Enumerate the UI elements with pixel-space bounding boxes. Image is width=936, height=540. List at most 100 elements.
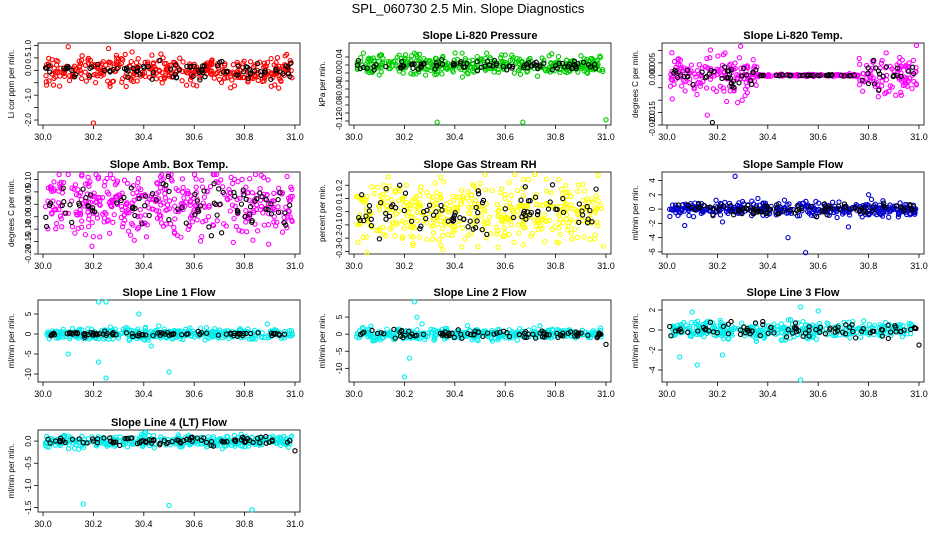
data-point — [135, 213, 141, 220]
data-point — [726, 68, 732, 74]
x-tick-label: 30.2 — [396, 389, 414, 399]
data-point — [445, 231, 451, 238]
y-axis-label: degrees C per min. — [631, 50, 640, 118]
data-point — [58, 216, 64, 222]
data-point — [213, 71, 219, 77]
data-point — [148, 343, 155, 349]
data-point — [898, 92, 904, 98]
data-point — [136, 195, 142, 202]
data-point — [78, 57, 85, 63]
data-point — [234, 207, 241, 214]
data-point — [415, 66, 421, 72]
y-tick-label: -2.0 — [24, 113, 33, 127]
data-point — [828, 72, 834, 79]
chart-panel: Slope Li-820 Temp.degrees C per min.30.0… — [631, 30, 928, 142]
data-point — [166, 198, 173, 204]
x-tick-label: 30.6 — [496, 132, 514, 142]
data-point — [160, 55, 166, 61]
data-point — [500, 61, 506, 67]
data-point — [250, 75, 256, 82]
y-tick-label: 0.0 — [335, 206, 344, 218]
x-tick-label: 30.2 — [396, 261, 414, 271]
data-point — [875, 68, 882, 74]
x-tick-label: 30.2 — [85, 261, 103, 271]
data-point — [129, 49, 135, 55]
x-tick-label: 30.4 — [135, 389, 153, 399]
data-point — [79, 75, 85, 82]
x-tick-label: 30.0 — [34, 261, 52, 271]
x-tick-label: 31.0 — [286, 389, 304, 399]
x-tick-label: 31.0 — [597, 261, 615, 271]
data-point — [459, 74, 466, 80]
data-point — [97, 234, 103, 240]
data-point — [249, 507, 255, 513]
y-tick-label: -10 — [335, 362, 344, 374]
data-point — [375, 184, 381, 191]
data-point — [79, 173, 85, 179]
y-tick-label: 5 — [24, 311, 33, 316]
data-point — [401, 202, 407, 209]
x-tick-label: 30.6 — [185, 132, 203, 142]
data-point — [484, 50, 490, 56]
y-tick-label: -4 — [648, 366, 657, 374]
data-point — [600, 243, 607, 249]
y-tick-label: -4 — [648, 233, 657, 241]
data-point — [154, 180, 160, 186]
data-point — [179, 78, 185, 84]
data-point — [129, 205, 136, 211]
data-point — [585, 61, 592, 68]
y-tick-label: 0.0 — [24, 435, 33, 447]
data-point — [243, 196, 249, 202]
data-point — [743, 79, 749, 86]
data-point — [47, 69, 53, 75]
data-point — [90, 233, 97, 240]
data-point — [682, 222, 688, 229]
data-point — [690, 82, 696, 88]
data-point — [728, 318, 734, 325]
data-point — [257, 206, 263, 213]
data-point — [287, 202, 293, 208]
data-point — [242, 214, 248, 220]
data-point — [559, 60, 566, 67]
data-point — [526, 59, 532, 66]
data-point — [261, 60, 268, 66]
data-point — [171, 229, 178, 235]
data-point — [534, 73, 541, 79]
data-point — [80, 186, 86, 192]
data-point — [183, 220, 189, 226]
data-point — [707, 47, 714, 53]
data-point — [79, 218, 85, 224]
data-point — [861, 318, 867, 324]
data-point — [160, 200, 166, 206]
data-point — [753, 338, 759, 344]
data-point — [682, 78, 688, 85]
data-point — [584, 69, 590, 75]
data-point — [439, 61, 446, 67]
x-tick-label: 31.0 — [597, 132, 615, 142]
x-tick-label: 30.6 — [496, 261, 514, 271]
data-point — [711, 68, 717, 75]
data-point — [556, 60, 562, 67]
chart-title: Slope Amb. Box Temp. — [110, 159, 229, 171]
data-point — [83, 195, 89, 201]
data-point — [459, 50, 465, 56]
data-point — [94, 215, 101, 221]
data-point — [59, 190, 66, 196]
x-tick-label: 30.8 — [547, 261, 565, 271]
data-point — [214, 212, 220, 218]
data-point — [708, 67, 714, 74]
y-tick-label: -0.12 — [335, 111, 344, 130]
data-point — [86, 183, 92, 189]
data-point — [515, 67, 522, 73]
x-tick-label: 30.4 — [135, 519, 153, 529]
data-point — [69, 219, 75, 226]
data-point — [902, 82, 908, 88]
data-point — [102, 178, 108, 185]
data-point — [732, 60, 738, 66]
data-point — [161, 60, 168, 67]
data-point — [470, 182, 476, 188]
data-point — [384, 195, 390, 201]
data-point — [482, 186, 489, 193]
data-point — [224, 68, 230, 74]
